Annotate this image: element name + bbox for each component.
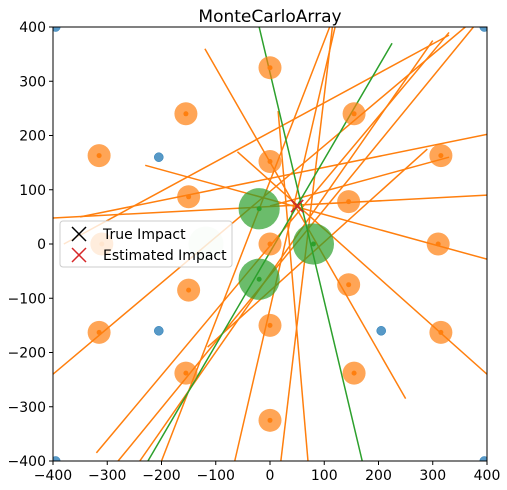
green-sensor-center-2 <box>256 276 262 282</box>
blue-sensor-6 <box>479 456 487 461</box>
legend-marker-0 <box>71 226 87 242</box>
legend-marker-1 <box>71 247 87 263</box>
orange-sensor-center-18 <box>267 417 273 423</box>
blue-sensor-1 <box>479 27 487 32</box>
x-axis: −400 −300 −200 −100 0 100 200 300 400 <box>34 461 501 484</box>
plot-area <box>53 27 487 461</box>
x-tick-label--100: −100 <box>197 468 235 484</box>
blue-sensor-4 <box>376 326 386 336</box>
x-tick-label--300: −300 <box>88 468 126 484</box>
orange-sensor-center-11 <box>186 287 192 293</box>
x-tick-label--400: −400 <box>34 468 72 484</box>
orange-sensor-center-12 <box>346 282 352 288</box>
y-tick-label-200: 200 <box>19 129 46 145</box>
legend-marker-1-b <box>71 247 87 263</box>
orange-sensor-center-16 <box>183 370 189 376</box>
y-tick-label--300: −300 <box>8 400 46 416</box>
orange-sensor-center-7 <box>346 199 352 205</box>
legend-box <box>59 220 233 268</box>
x-tick-label-400: 400 <box>474 468 501 484</box>
orange-sensor-center-15 <box>267 322 273 328</box>
orange-sensor-center-3 <box>96 153 102 159</box>
orange-sensor-center-17 <box>351 370 357 376</box>
y-tick-label-400: 400 <box>19 20 46 36</box>
orange-sensor-center-9 <box>267 241 273 247</box>
orange-sensor-center-1 <box>351 111 357 117</box>
y-tick-label--100: −100 <box>8 291 46 307</box>
orange-sensor-center-4 <box>438 153 444 159</box>
orange-line-11 <box>234 27 336 461</box>
legend-label-1: Estimated Impact <box>103 248 227 264</box>
orange-sensor-center-14 <box>438 329 444 335</box>
orange-sensor-center-6 <box>186 194 192 200</box>
blue-sensor-3 <box>154 326 164 336</box>
y-tick-label--400: −400 <box>8 454 46 470</box>
legend-marker-0-b <box>71 226 87 242</box>
x-tick-label-300: 300 <box>419 468 446 484</box>
chart-title: MonteCarloArray <box>198 7 341 27</box>
y-tick-label-100: 100 <box>19 183 46 199</box>
green-sensor-center-1 <box>310 241 316 247</box>
x-tick-label-200: 200 <box>365 468 392 484</box>
orange-line-12 <box>277 111 309 461</box>
y-axis: −400 −300 −200 −100 0 100 200 300 400 <box>8 20 53 470</box>
x-tick-label-0: 0 <box>266 468 275 484</box>
legend: True Impact Estimated Impact <box>59 220 233 268</box>
blue-sensor-2 <box>154 152 164 162</box>
estimated-impact-marker <box>290 199 304 213</box>
blue-sensor-5 <box>53 456 61 461</box>
orange-line-10 <box>236 151 487 375</box>
estimated-impact-marker-b <box>290 199 304 213</box>
y-tick-label-300: 300 <box>19 74 46 90</box>
x-tick-label-100: 100 <box>311 468 338 484</box>
orange-sensor-center-5 <box>267 159 273 165</box>
y-tick-label--200: −200 <box>8 346 46 362</box>
y-tick-label-0: 0 <box>37 237 46 253</box>
orange-sensor-center-2 <box>183 111 189 117</box>
legend-label-0: True Impact <box>102 227 186 243</box>
orange-sensor-center-13 <box>96 329 102 335</box>
x-tick-label--200: −200 <box>142 468 180 484</box>
blue-sensor-0 <box>53 27 61 32</box>
green-sensor-center-0 <box>256 206 262 212</box>
orange-sensor-center-0 <box>267 65 273 71</box>
orange-sensor-center-10 <box>435 241 441 247</box>
